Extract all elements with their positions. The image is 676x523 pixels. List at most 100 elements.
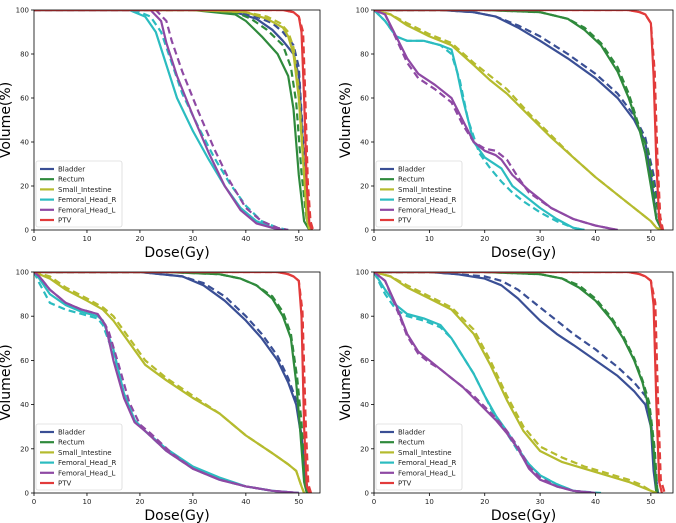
x-tick-label: 10 (83, 498, 92, 506)
legend-entry-label: Bladder (58, 166, 85, 174)
x-tick-label: 30 (536, 235, 545, 243)
chart-panel-top-right: 0 10 20 30 40 50 0 20 40 60 80 100 Dose(Gy) Volume(%)… (338, 7, 674, 261)
series-line-rectum-dashed (34, 272, 310, 493)
series-line-small-intestine-solid (34, 272, 306, 493)
y-axis-label: Volume(%) (0, 344, 14, 420)
x-tick-label: 10 (425, 498, 434, 506)
series-line-ptv-solid (34, 10, 314, 230)
x-axis-label: Dose(Gy) (144, 245, 209, 261)
x-tick-label: 20 (480, 498, 489, 506)
series-group (374, 10, 665, 230)
x-tick-label: 40 (241, 235, 250, 243)
legend-entry-label: PTV (58, 217, 71, 225)
x-tick-label: 10 (83, 235, 92, 243)
y-tick-label: 0 (365, 490, 369, 498)
y-tick-label: 80 (20, 51, 29, 59)
legend-box (35, 423, 123, 491)
y-tick-label: 100 (16, 7, 29, 15)
x-axis-label: Dose(Gy) (491, 508, 556, 523)
legend: Bladder Rectum Small_Intestine Femoral_Head… (35, 423, 123, 491)
series-line-rectum-solid (34, 10, 311, 230)
plot-frame (373, 9, 674, 231)
series-line-small-intestine-dashed (374, 272, 657, 493)
series-line-small-intestine-solid (374, 272, 657, 493)
chart-panel-bottom-left: 0 10 20 30 40 50 0 20 40 60 80 100 Dose(Gy) Volume(%)… (0, 269, 321, 523)
series-line-femoral-head-l-dashed (34, 10, 289, 230)
y-tick-label: 100 (356, 269, 369, 277)
y-tick-label: 20 (20, 445, 29, 453)
chart-panel-top-left: 0 10 20 30 40 50 0 20 40 60 80 100 Dose(Gy) Volume(%)… (0, 7, 321, 261)
y-axis-label: Volume(%) (0, 82, 14, 158)
series-line-femoral-head-l-dashed (374, 272, 596, 493)
legend-entry-label: Rectum (398, 439, 425, 447)
legend-entry-label: Rectum (58, 176, 85, 184)
x-tick-label: 30 (536, 498, 545, 506)
series-line-small-intestine-dashed (374, 10, 663, 230)
legend-entry-label: Femoral_Head_L (58, 469, 115, 477)
legend: Bladder Rectum Small_Intestine Femoral_Head… (35, 160, 123, 228)
y-tick-label: 40 (360, 139, 369, 147)
x-tick-label: 50 (294, 498, 303, 506)
x-tick-label: 50 (646, 235, 655, 243)
x-tick-label: 50 (294, 235, 303, 243)
y-tick-label: 60 (360, 357, 369, 365)
legend-entry-label: Small_Intestine (398, 449, 452, 457)
y-axis-label: Volume(%) (338, 344, 354, 420)
legend-entry-label: Small_Intestine (58, 449, 112, 457)
legend-entry-label: Femoral_Head_L (398, 206, 455, 214)
x-tick-label: 40 (241, 498, 250, 506)
legend-entry-label: Rectum (398, 176, 425, 184)
y-tick-label: 0 (25, 490, 29, 498)
y-tick-label: 60 (20, 357, 29, 365)
x-tick-label: 50 (646, 498, 655, 506)
x-tick-label: 30 (188, 498, 197, 506)
legend-entry-label: PTV (58, 480, 71, 488)
x-tick-label: 20 (135, 498, 144, 506)
legend-box (375, 423, 463, 491)
legend: Bladder Rectum Small_Intestine Femoral_Head… (375, 160, 463, 228)
series-line-femoral-head-r-dashed (34, 10, 289, 230)
x-tick-label: 20 (135, 235, 144, 243)
series-line-rectum-dashed (374, 10, 663, 230)
series-line-femoral-head-r-dashed (34, 272, 299, 493)
series-line-femoral-head-r-dashed (374, 10, 585, 230)
y-tick-label: 80 (360, 51, 369, 59)
y-tick-label: 20 (20, 183, 29, 191)
legend-entry-label: Small_Intestine (58, 186, 112, 194)
x-tick-label: 0 (372, 235, 376, 243)
y-tick-label: 60 (360, 95, 369, 103)
legend-entry-label: Rectum (58, 439, 85, 447)
x-axis-label: Dose(Gy) (491, 245, 556, 261)
y-tick-label: 0 (365, 227, 369, 235)
plot-frame (373, 271, 674, 494)
legend-entry-label: PTV (398, 217, 411, 225)
legend-entry-label: Bladder (398, 166, 425, 174)
legend-entry-label: Femoral_Head_R (398, 459, 456, 467)
legend-entry-label: PTV (398, 480, 411, 488)
series-line-femoral-head-l-dashed (374, 10, 618, 230)
series-line-rectum-dashed (374, 272, 659, 493)
x-tick-label: 0 (32, 498, 36, 506)
x-tick-label: 30 (188, 235, 197, 243)
legend-entry-label: Femoral_Head_R (58, 196, 116, 204)
y-tick-label: 20 (360, 183, 369, 191)
legend-entry-label: Bladder (398, 429, 425, 437)
series-line-ptv-dashed (374, 272, 666, 493)
plot-frame (33, 9, 321, 231)
series-line-ptv-dashed (34, 272, 313, 493)
series-line-femoral-head-r-solid (34, 10, 284, 230)
y-tick-label: 40 (20, 139, 29, 147)
series-line-femoral-head-l-dashed (34, 272, 299, 493)
x-tick-label: 0 (372, 498, 376, 506)
y-tick-label: 20 (360, 445, 369, 453)
series-line-femoral-head-r-solid (374, 272, 596, 493)
y-tick-label: 40 (360, 401, 369, 409)
legend-entry-label: Bladder (58, 429, 85, 437)
y-tick-label: 0 (25, 227, 29, 235)
x-axis-label: Dose(Gy) (144, 508, 209, 523)
y-tick-label: 100 (16, 269, 29, 277)
series-line-bladder-dashed (374, 10, 663, 230)
series-line-bladder-solid (374, 272, 658, 493)
y-tick-label: 40 (20, 401, 29, 409)
